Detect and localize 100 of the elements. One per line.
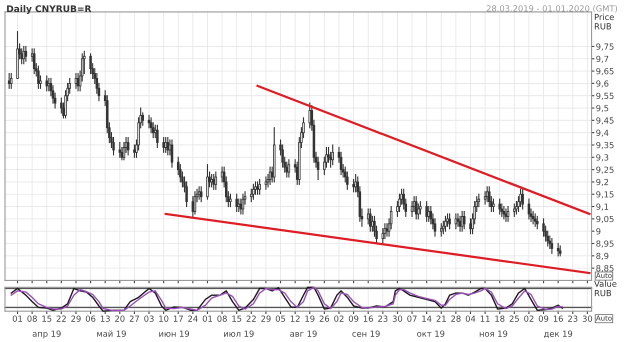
candlestick: [550, 238, 554, 254]
x-tick-label: 08: [217, 316, 227, 322]
candlestick: [229, 194, 232, 208]
chart-subtitle: 28.03.2019 - 01.01.2020 (GMT): [486, 5, 618, 13]
candlestick: [170, 139, 174, 168]
candlestick: [200, 186, 202, 202]
candlestick: [288, 159, 290, 178]
y-axis-title: Price RUB: [594, 14, 614, 30]
x2-tick-label: окт 19: [417, 330, 444, 337]
x-tick-label: 07: [407, 316, 417, 322]
x2-tick-label: авг 19: [290, 330, 317, 337]
x-tick-label: 03: [144, 316, 154, 322]
candlestick: [462, 210, 466, 230]
candlestick: [528, 198, 530, 220]
candlestick: [498, 198, 501, 214]
x-tick-label: 22: [56, 316, 66, 322]
x-tick-label: 21: [436, 316, 446, 322]
candlestick: [74, 72, 78, 89]
candlestick: [10, 72, 13, 89]
candlestick: [521, 188, 524, 210]
candlestick: [156, 124, 159, 148]
y-tick-label: 9: [596, 228, 600, 234]
candlestick: [24, 46, 28, 62]
x2-tick-label: ноя 19: [480, 330, 508, 337]
y-tick-label: 8,9: [596, 252, 608, 260]
x-tick-label: 02: [524, 316, 534, 322]
candlestick: [252, 184, 255, 200]
candlestick: [126, 137, 130, 156]
y-tick-label: 9,65: [596, 68, 614, 76]
candlestick: [502, 206, 506, 220]
x-tick-label: 02: [334, 316, 344, 322]
candlestick: [210, 174, 213, 188]
y-axis-title: Value RUB: [594, 280, 616, 296]
x-tick-label: 23: [568, 316, 578, 322]
candlestick: [206, 164, 209, 200]
y-tick-label: 9,1: [596, 204, 608, 211]
candlestick: [264, 176, 268, 190]
y-tick-label: 8,85: [596, 265, 614, 272]
x-tick-label: 05: [276, 316, 286, 322]
x-tick-label: 09: [348, 316, 358, 322]
x-tick-label: 16: [554, 316, 563, 322]
x-tick-label: 15: [42, 316, 52, 322]
y-tick-label: 9,5: [596, 105, 608, 112]
chart-title: Daily CNYRUB=R: [7, 5, 92, 14]
x-tick-label: 22: [246, 316, 256, 322]
y-tick-label: 9,15: [596, 191, 614, 198]
y-tick-label: 9,3: [596, 154, 608, 162]
x-tick-label: 15: [232, 316, 242, 322]
y-tick-label: 9,45: [596, 117, 614, 124]
candlestick: [506, 206, 510, 222]
y-tick-label: 9,55: [596, 92, 614, 100]
candlestick: [425, 201, 428, 222]
y-tick-label: 9,7: [596, 56, 608, 63]
x-tick-label: 25: [510, 316, 519, 322]
x-tick-label: 10: [159, 316, 168, 322]
candlestick: [45, 75, 48, 92]
y-tick-label: 9,75: [596, 43, 614, 51]
x-tick-label: 23: [378, 316, 388, 322]
y-tick-label: 9,2: [596, 178, 608, 186]
candlestick: [258, 178, 261, 195]
y-tick-label: 9,6: [596, 80, 608, 88]
x-tick-label: 20: [115, 316, 125, 322]
y-tick-label: 9,35: [596, 142, 614, 150]
x2-tick-label: май 19: [97, 330, 126, 337]
x2-tick-label: сен 19: [352, 330, 380, 337]
x-tick-label: 29: [261, 316, 271, 322]
x-tick-label: 26: [320, 316, 330, 322]
x-tick-label: 18: [495, 316, 504, 322]
x2-tick-label: июл 19: [224, 330, 254, 337]
candlestick: [448, 213, 451, 230]
candlestick: [369, 208, 372, 232]
x-tick-label: 17: [174, 316, 183, 322]
candlestick: [37, 66, 40, 89]
x-tick-label: 27: [130, 316, 139, 322]
candlestick: [444, 216, 447, 232]
y-tick-label: 9,25: [596, 166, 614, 174]
x-tick-label: 24: [188, 316, 198, 322]
x-tick-label: 09: [538, 316, 548, 322]
candlestick: [242, 194, 244, 214]
candlestick: [32, 48, 36, 74]
candlestick: [8, 72, 10, 89]
x-tick-label: 30: [392, 316, 402, 322]
x-tick-label: 14: [422, 316, 432, 322]
candlestick: [513, 204, 516, 217]
x-tick-label: 04: [466, 316, 476, 322]
candlestick: [492, 198, 495, 212]
candlestick: [536, 216, 539, 230]
x-tick-label: 13: [100, 316, 110, 322]
y-tick-label: 8,95: [596, 240, 614, 248]
candlestick: [504, 208, 508, 222]
x-tick-label: 08: [27, 316, 37, 322]
x-tick-label: 29: [71, 316, 81, 322]
x-tick-label: 30: [582, 316, 592, 322]
candlestick: [532, 210, 534, 224]
y-tick-label: 9,05: [596, 216, 614, 223]
x-tick-label: 01: [202, 316, 212, 322]
candlestick: [414, 196, 418, 220]
candlestick: [440, 223, 443, 237]
x-tick-label: 16: [364, 316, 373, 322]
candlestick: [556, 242, 560, 256]
